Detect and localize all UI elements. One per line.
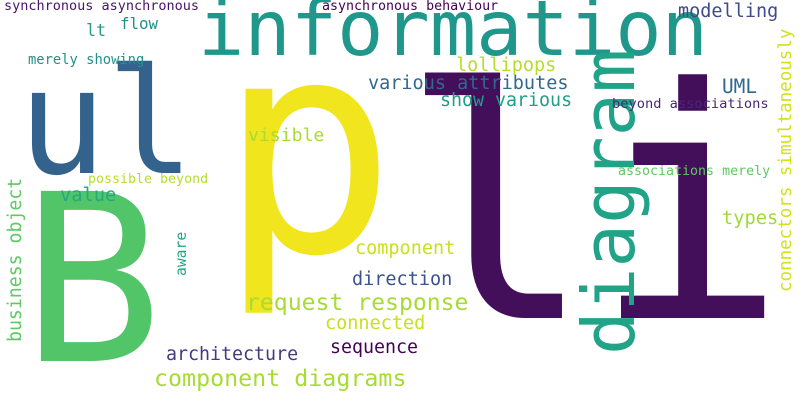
word-connectors-simultaneously: connectors simultaneously: [775, 28, 796, 292]
word-li: li: [400, 19, 787, 394]
word-architecture: architecture: [166, 344, 299, 366]
word-ul: ul: [18, 37, 195, 208]
word-merely-showing: merely showing: [28, 51, 145, 68]
word-flow: flow: [120, 13, 159, 33]
word-lollipops: lollipops: [456, 55, 557, 77]
word-information: information: [198, 0, 708, 75]
word-uml: UML: [722, 75, 758, 99]
word-lt: lt: [86, 19, 107, 40]
word-sequence: sequence: [330, 337, 419, 359]
word-beyond-associations: beyond associations: [612, 95, 769, 112]
word-aware: aware: [173, 231, 190, 276]
word-connected: connected: [325, 313, 426, 335]
word-request-response: request response: [246, 289, 469, 316]
word-show-various: show various: [440, 90, 573, 112]
word-diagram: diagram: [568, 49, 652, 355]
word-possible-beyond: possible beyond: [88, 172, 209, 187]
word-business-object: business object: [5, 177, 27, 342]
word-p: p: [218, 0, 397, 321]
word-b: B: [22, 145, 163, 400]
word-associations-merely: associations merely: [618, 164, 771, 179]
word-various-attributes: various attributes: [368, 73, 569, 95]
word-value: value: [60, 185, 117, 207]
word-types: types: [722, 208, 779, 230]
word-direction: direction: [352, 269, 453, 291]
word-asynchronous-behaviour: asynchronous behaviour: [322, 0, 499, 14]
word-visible: visible: [248, 125, 325, 147]
word-component-diagrams: component diagrams: [154, 364, 407, 392]
word-component: component: [355, 238, 456, 260]
word-modelling: modelling: [678, 1, 779, 23]
word-synchronous-asynchronous: synchronous asynchronous: [4, 0, 200, 14]
